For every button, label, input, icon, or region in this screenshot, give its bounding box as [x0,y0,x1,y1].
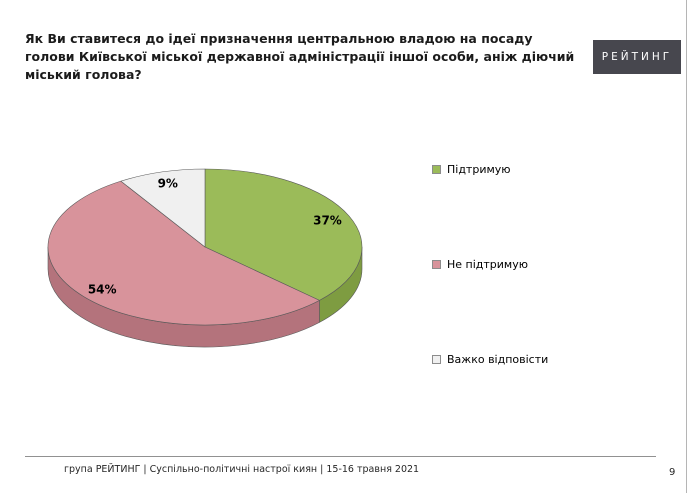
chart-legend: Підтримую Не підтримую Важко відповісти [432,163,548,366]
pie-slice-0 [204,168,363,301]
legend-item: Не підтримую [432,258,548,271]
footer-divider [25,456,656,457]
legend-swatch [432,355,441,364]
pie-value-label: 9% [158,176,178,190]
pie-value-label: 54% [88,282,117,296]
page-title: Як Ви ставитеся до ідеї призначення цент… [25,31,575,82]
legend-item: Підтримую [432,163,548,176]
legend-swatch [432,165,441,174]
legend-item: Важко відповісти [432,353,548,366]
legend-label: Не підтримую [447,258,528,271]
pie-slice-2 [120,168,206,248]
right-border-line [686,0,687,493]
legend-label: Підтримую [447,163,511,176]
footer-text: група РЕЙТИНГ | Суспільно-політичні наст… [64,464,420,475]
legend-swatch [432,260,441,269]
pie-value-label: 37% [313,214,342,228]
page-number: 9 [669,467,676,478]
legend-label: Важко відповісти [447,353,549,366]
pie-slice-1 [47,180,320,326]
rating-logo: РЕЙТИНГ [593,40,681,74]
